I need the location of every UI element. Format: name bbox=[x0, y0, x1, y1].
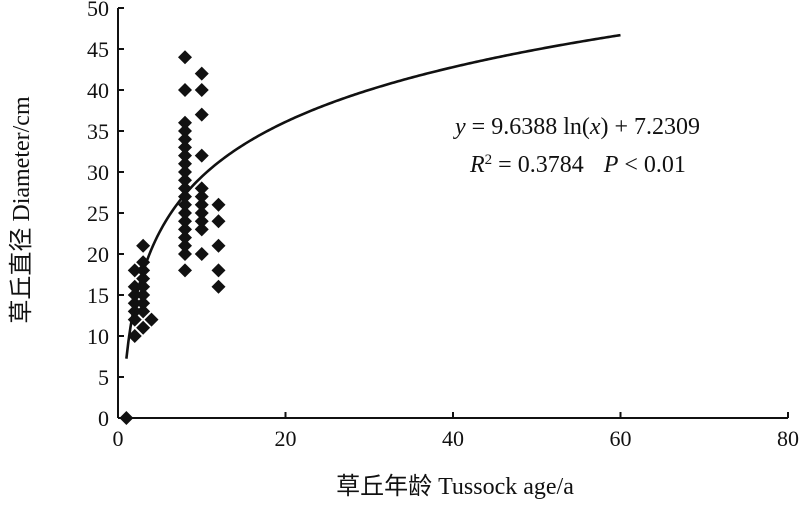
data-point bbox=[136, 296, 151, 311]
data-point bbox=[178, 173, 192, 188]
data-point bbox=[178, 263, 192, 278]
data-point bbox=[136, 320, 151, 335]
y-axis: 0 5 10 15 20 25 30 35 40 45 50 bbox=[87, 0, 124, 431]
x-tick-label: 20 bbox=[275, 426, 297, 451]
data-point bbox=[194, 206, 209, 220]
data-point bbox=[127, 263, 142, 278]
data-point bbox=[136, 304, 151, 319]
data-point bbox=[178, 238, 192, 253]
data-point bbox=[211, 263, 226, 278]
eq-tail: ) + 7.2309 bbox=[601, 114, 701, 140]
data-point bbox=[194, 189, 209, 204]
fit-curve bbox=[125, 33, 621, 359]
data-point bbox=[194, 247, 209, 261]
fit-equation: y = 9.6388 ln(x) + 7.2309 bbox=[453, 114, 700, 140]
y-axis-title: 草丘直径 Diameter/cm bbox=[8, 96, 35, 324]
data-point bbox=[194, 66, 209, 81]
y-tick-label: 5 bbox=[98, 365, 109, 390]
data-point bbox=[127, 304, 142, 319]
y-tick-label: 25 bbox=[87, 201, 109, 226]
data-point bbox=[211, 238, 226, 253]
data-point bbox=[127, 329, 142, 343]
data-point bbox=[178, 124, 192, 138]
data-point bbox=[194, 107, 209, 122]
data-point bbox=[178, 83, 192, 97]
y-tick-label: 30 bbox=[87, 160, 109, 185]
data-point bbox=[178, 206, 192, 220]
y-tick-label: 35 bbox=[87, 119, 109, 144]
y-tick-label: 10 bbox=[87, 324, 109, 349]
data-point bbox=[194, 148, 209, 163]
data-point bbox=[178, 115, 192, 130]
data-point bbox=[178, 222, 192, 237]
y-tick-label: 0 bbox=[98, 406, 109, 431]
x-tick-label: 80 bbox=[777, 426, 799, 451]
x-tick-label: 0 bbox=[113, 426, 124, 451]
eq-y: y bbox=[453, 114, 466, 140]
stats-p-val: < 0.01 bbox=[618, 152, 686, 178]
data-point bbox=[194, 181, 209, 196]
y-tick-label: 40 bbox=[87, 78, 109, 103]
x-axis-title: 草丘年龄 Tussock age/a bbox=[336, 473, 574, 500]
stats-r-val: = 0.3784 bbox=[492, 152, 584, 178]
data-point bbox=[178, 247, 192, 261]
data-point bbox=[211, 279, 226, 294]
data-points bbox=[119, 50, 226, 425]
stats-r: R bbox=[469, 152, 485, 178]
data-point bbox=[211, 214, 226, 229]
x-tick-label: 60 bbox=[610, 426, 632, 451]
stats-r-sup: 2 bbox=[485, 152, 493, 168]
data-point bbox=[178, 156, 192, 171]
x-axis: 0 20 40 60 80 bbox=[113, 412, 799, 451]
data-point bbox=[178, 132, 192, 147]
data-point bbox=[194, 214, 209, 229]
data-point bbox=[178, 197, 192, 212]
fit-stats: R2 = 0.3784 P < 0.01 bbox=[469, 152, 686, 178]
data-point bbox=[136, 288, 151, 302]
y-tick-label: 15 bbox=[87, 283, 109, 308]
eq-head: = 9.6388 ln( bbox=[466, 114, 590, 140]
data-point bbox=[178, 140, 192, 155]
y-tick-label: 45 bbox=[87, 37, 109, 62]
data-point bbox=[178, 165, 192, 179]
y-tick-label: 50 bbox=[87, 0, 109, 21]
eq-x: x bbox=[589, 114, 601, 140]
x-tick-label: 40 bbox=[442, 426, 464, 451]
data-point bbox=[194, 83, 209, 97]
data-point bbox=[136, 238, 151, 253]
y-tick-label: 20 bbox=[87, 242, 109, 267]
data-point bbox=[178, 230, 192, 245]
data-point bbox=[119, 411, 134, 425]
stats-p: P bbox=[603, 152, 619, 178]
data-point bbox=[178, 50, 192, 65]
data-point bbox=[194, 197, 209, 212]
data-point bbox=[194, 222, 209, 237]
data-point bbox=[178, 148, 192, 163]
data-point bbox=[178, 214, 192, 229]
data-point bbox=[144, 312, 159, 327]
data-point bbox=[211, 197, 226, 212]
